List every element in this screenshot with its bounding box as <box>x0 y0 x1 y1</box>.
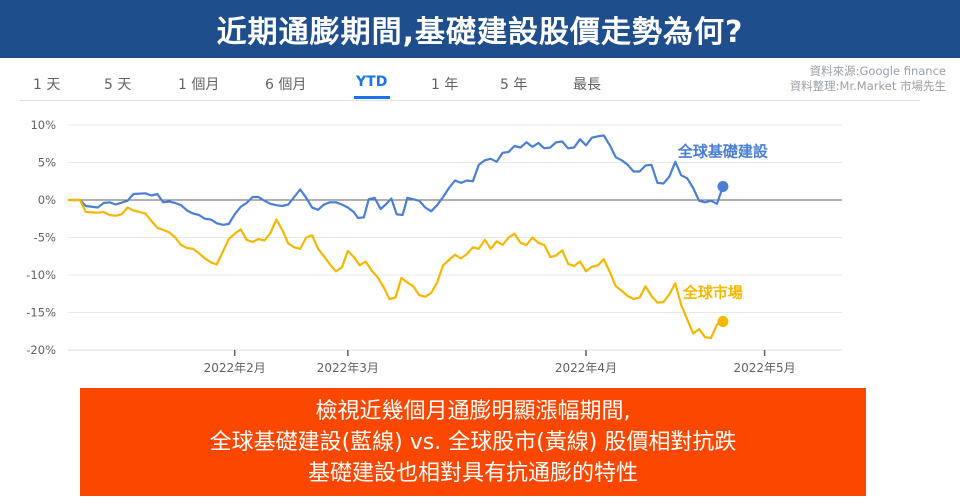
source-line: 資料來源:Google finance <box>809 64 946 78</box>
y-tick-label: 0% <box>38 193 56 207</box>
y-tick-label: -10% <box>26 268 56 282</box>
source-note: 資料來源:Google finance 資料整理:Mr.Market 市場先生 <box>790 64 946 94</box>
banner-title: 近期通膨期間,基礎建設股價走勢為何? <box>216 15 744 50</box>
compiler-line: 資料整理:Mr.Market 市場先生 <box>789 79 946 93</box>
x-tick-label: 2022年3月 <box>317 361 379 375</box>
tab-6-months[interactable]: 6 個月 <box>265 77 307 93</box>
callout-line-1: 檢視近幾個月通膨明顯漲幅期間, <box>315 398 631 424</box>
time-range-tabs: 1 天 5 天 1 個月 6 個月 YTD 1 年 5 年 最長 <box>0 70 720 99</box>
y-tick-label: 5% <box>38 156 56 170</box>
active-tab-indicator <box>354 96 390 99</box>
tab-1-year[interactable]: 1 年 <box>431 77 459 93</box>
series-lines <box>68 134 729 340</box>
x-axis-ticks: 2022年2月 2022年3月 2022年4月 2022年5月 <box>68 349 842 375</box>
y-tick-label: -20% <box>26 343 56 357</box>
grid-lines <box>68 124 842 351</box>
y-tick-label: -5% <box>34 231 56 245</box>
callout-line-3: 基礎建設也相對具有抗通膨的特性 <box>307 460 638 486</box>
stock-performance-chart: 10%5%0%-5%-10%-15%-20% 2022年2月 2022年3月 202… <box>26 118 842 375</box>
market-line <box>68 198 724 340</box>
infrastructure-end-dot <box>717 181 729 192</box>
callout-line-2: 全球基礎建設(藍線) vs. 全球股市(黃線) 股價相對抗跌 <box>209 429 737 455</box>
market-end-dot <box>717 316 729 327</box>
y-axis-ticks: 10% 5% 0% -5% -10% -15% -20% <box>26 118 56 357</box>
summary-callout: 檢視近幾個月通膨明顯漲幅期間, 全球基礎建設(藍線) vs. 全球股市(黃線) … <box>80 388 866 496</box>
infrastructure-line <box>68 134 724 226</box>
tab-ytd[interactable]: YTD <box>356 74 388 90</box>
title-banner: 近期通膨期間,基礎建設股價走勢為何? <box>0 0 960 58</box>
tabs-divider <box>20 100 920 101</box>
x-tick-label: 2022年2月 <box>204 361 266 375</box>
tab-1-month[interactable]: 1 個月 <box>178 77 220 93</box>
infrastructure-series-label: 全球基礎建設 <box>677 143 769 161</box>
y-tick-label: 10% <box>30 118 56 132</box>
tab-5-years[interactable]: 5 年 <box>500 77 528 93</box>
x-tick-label: 2022年4月 <box>555 361 617 375</box>
market-series-label: 全球市場 <box>682 284 743 302</box>
tab-max[interactable]: 最長 <box>573 77 601 93</box>
tab-1-day[interactable]: 1 天 <box>33 77 61 93</box>
y-tick-label: -15% <box>26 306 56 320</box>
tab-5-days[interactable]: 5 天 <box>104 77 132 93</box>
x-tick-label: 2022年5月 <box>734 361 796 375</box>
